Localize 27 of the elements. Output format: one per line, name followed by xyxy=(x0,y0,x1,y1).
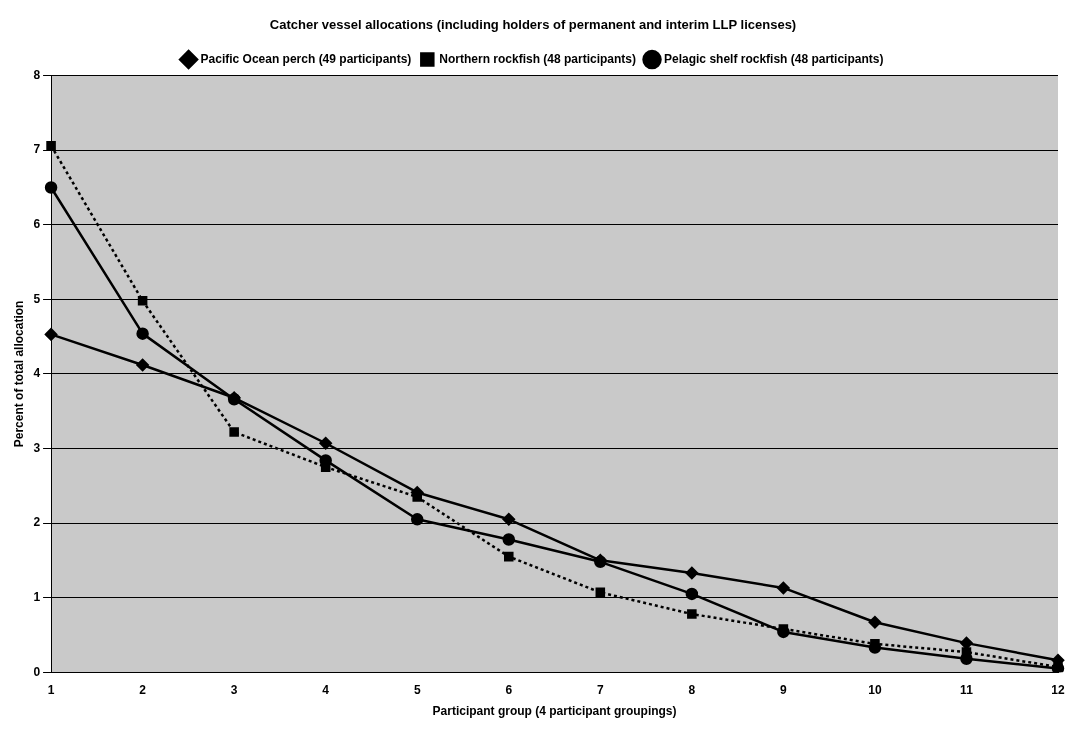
x-tick-label: 11 xyxy=(960,682,974,697)
y-tick-label: 5 xyxy=(33,291,41,306)
y-tick-label: 0 xyxy=(33,664,41,679)
x-tick-label: 12 xyxy=(1051,682,1065,697)
legend-label: Pacific Ocean perch (49 participants) xyxy=(200,51,412,66)
x-tick-label: 10 xyxy=(868,682,882,697)
x-tick-label: 7 xyxy=(596,682,604,697)
legend-label: Pelagic shelf rockfish (48 participants) xyxy=(664,51,884,66)
x-tick-label: 6 xyxy=(505,682,513,697)
x-tick-label: 4 xyxy=(322,682,330,697)
y-tick-label: 6 xyxy=(33,217,41,232)
x-tick-label: 3 xyxy=(230,682,238,697)
chart-title: Catcher vessel allocations (including holders of permanent and interim LLP licenses) xyxy=(269,17,797,33)
x-axis-title: Participant group (4 participant groupings) xyxy=(432,704,677,719)
y-tick-label: 8 xyxy=(33,67,41,82)
y-axis-title: Percent of total allocation xyxy=(11,300,26,448)
x-tick-label: 2 xyxy=(139,682,147,697)
y-tick-label: 2 xyxy=(33,515,41,530)
x-tick-label: 5 xyxy=(413,682,421,697)
x-tick-label: 9 xyxy=(780,682,788,697)
y-tick-label: 1 xyxy=(33,589,41,604)
legend-label: Northern rockfish (48 participants) xyxy=(439,51,637,66)
y-tick-label: 3 xyxy=(33,440,41,455)
x-tick-label: 1 xyxy=(47,682,55,697)
y-tick-label: 4 xyxy=(33,366,41,381)
x-tick-label: 8 xyxy=(688,682,696,697)
y-tick-label: 7 xyxy=(33,142,41,157)
